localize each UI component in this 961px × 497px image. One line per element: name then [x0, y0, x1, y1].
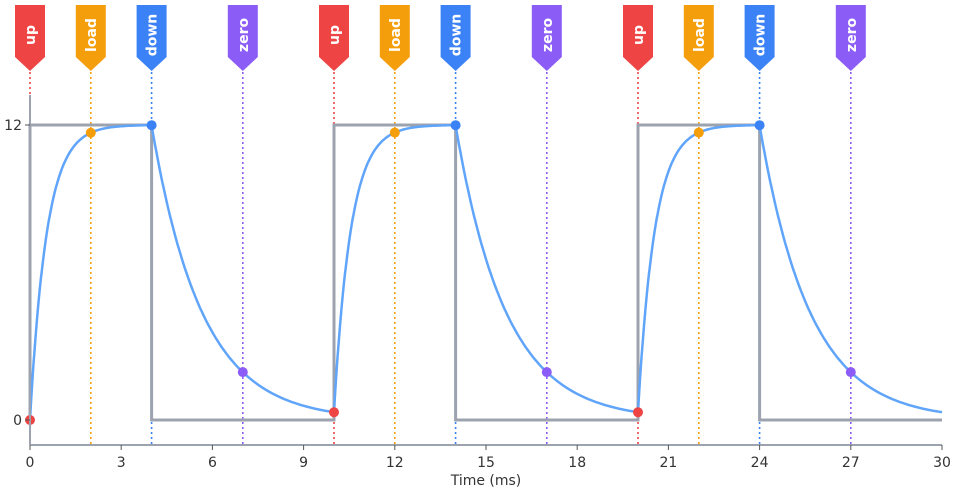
- x-tick-label: 9: [299, 455, 308, 471]
- axes: 0 3 6 9 12 15 18 21 24 27 30 0 12: [4, 95, 951, 471]
- x-tick-label: 3: [117, 455, 126, 471]
- event-label: down: [145, 14, 161, 57]
- event-markers: up load down zero up load down zero up load down ze…: [15, 5, 866, 445]
- x-tick-label: 12: [386, 455, 404, 471]
- event-label: up: [631, 25, 647, 45]
- event-point-load: [389, 127, 400, 138]
- y-tick-label: 12: [4, 118, 22, 134]
- square-wave-line: [28, 123, 942, 422]
- event-point-up: [329, 407, 339, 418]
- x-tick-label: 21: [659, 455, 677, 471]
- event-flag-up: [15, 5, 45, 71]
- event-point-down: [754, 120, 765, 131]
- x-tick-label: 24: [751, 455, 769, 471]
- event-point-load: [85, 127, 96, 138]
- event-point-up: [633, 407, 643, 418]
- event-label: load: [692, 18, 708, 52]
- event-flag-down: [136, 5, 167, 71]
- x-tick-label: 27: [842, 455, 860, 471]
- event-flag-load: [683, 5, 714, 71]
- rc-response-line: [28, 123, 943, 421]
- event-point-down: [146, 120, 157, 131]
- x-tick-label: 18: [568, 455, 586, 471]
- event-flag-down: [440, 5, 471, 71]
- y-tick-label: 0: [13, 413, 22, 429]
- x-tick-label: 15: [477, 455, 495, 471]
- event-flag-zero: [835, 5, 866, 71]
- x-tick-label: 0: [26, 455, 35, 471]
- event-point-zero: [845, 367, 856, 378]
- event-flag-zero: [227, 5, 258, 71]
- event-flag-zero: [531, 5, 562, 71]
- event-label: up: [327, 25, 343, 45]
- event-label: load: [84, 18, 100, 52]
- event-label: down: [753, 14, 769, 57]
- event-label: up: [23, 25, 39, 45]
- event-flag-load: [75, 5, 106, 71]
- event-label: zero: [844, 18, 860, 53]
- event-label: load: [388, 18, 404, 52]
- x-tick-label: 30: [933, 455, 951, 471]
- x-axis-label: Time (ms): [450, 473, 522, 489]
- event-point-load: [693, 127, 704, 138]
- event-point-zero: [237, 367, 248, 378]
- event-label: zero: [236, 18, 252, 53]
- event-flag-up: [623, 5, 653, 71]
- event-label: down: [449, 14, 465, 57]
- series: [25, 120, 943, 425]
- event-point-down: [450, 120, 461, 131]
- event-flag-down: [744, 5, 775, 71]
- event-flag-up: [319, 5, 349, 71]
- x-tick-label: 6: [208, 455, 217, 471]
- event-flag-load: [379, 5, 410, 71]
- event-label: zero: [540, 18, 556, 53]
- event-point-zero: [541, 367, 552, 378]
